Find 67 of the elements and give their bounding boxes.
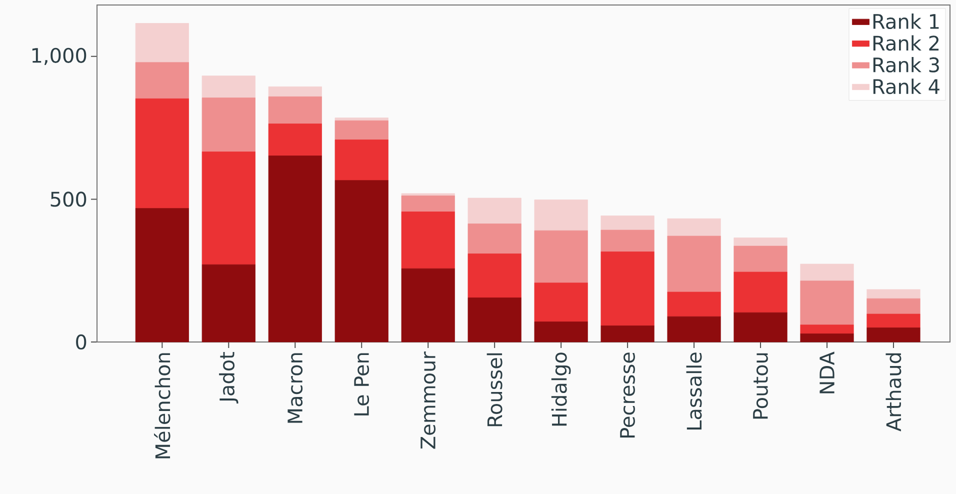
legend-label: Rank 4 — [873, 78, 940, 94]
bar — [268, 86, 322, 97]
bar — [401, 193, 455, 196]
bar — [468, 298, 522, 342]
x-tick-label: Hidalgo — [551, 352, 571, 426]
y-tick-label: 500 — [50, 192, 86, 207]
bar — [600, 252, 654, 326]
x-tick-label: Poutou — [753, 353, 768, 419]
bar — [667, 292, 721, 317]
bar — [135, 98, 189, 209]
bar — [202, 76, 256, 98]
bar — [600, 230, 654, 252]
bar — [268, 96, 322, 124]
bar — [667, 218, 721, 236]
bar — [734, 272, 788, 313]
bar — [734, 238, 788, 246]
bar — [866, 314, 920, 328]
bar — [734, 246, 788, 272]
bar — [334, 140, 388, 181]
x-tick-label: NDA — [820, 352, 834, 394]
x-tick-label: Arthaud — [886, 353, 902, 432]
bar — [202, 264, 256, 342]
bar — [800, 334, 854, 342]
bar — [135, 62, 189, 99]
bar — [800, 264, 854, 282]
y-tick-label: 1,000 — [32, 48, 86, 65]
x-tick-label: Lassalle — [686, 352, 702, 430]
bar — [667, 316, 721, 342]
x-tick-label: Zemmour — [420, 352, 436, 449]
bar — [534, 322, 588, 342]
bar — [268, 124, 322, 156]
bar — [334, 118, 388, 121]
bar — [734, 312, 788, 342]
bar — [401, 212, 455, 269]
bar — [334, 180, 388, 342]
bar — [135, 208, 189, 342]
legend-label: Rank 2 — [873, 35, 939, 51]
bar — [800, 324, 854, 334]
x-tick-label: Mélenchon — [154, 353, 170, 458]
bar — [202, 152, 256, 265]
bar — [667, 236, 721, 292]
bar — [268, 156, 322, 342]
bar — [202, 98, 256, 152]
bar — [534, 282, 588, 322]
bar — [534, 200, 588, 231]
bar — [401, 196, 455, 212]
x-tick-label: Macron — [288, 353, 303, 423]
bar — [800, 280, 854, 326]
bar — [866, 328, 920, 342]
bar — [866, 298, 920, 314]
bar — [468, 224, 522, 254]
x-tick-label: Jadot — [219, 352, 238, 404]
bar — [468, 198, 522, 224]
y-tick-label: 0 — [76, 334, 86, 350]
bar — [866, 289, 920, 299]
bar — [135, 23, 189, 63]
x-tick-label: Pecresse — [620, 352, 635, 438]
x-tick-label: Le Pen — [354, 353, 370, 416]
bar — [600, 326, 654, 342]
legend-label: Rank 3 — [873, 56, 939, 72]
bar — [600, 216, 654, 230]
bar — [468, 254, 522, 298]
bar — [401, 268, 455, 342]
x-tick-label: Roussel — [486, 353, 502, 426]
bar — [334, 120, 388, 140]
bar — [534, 230, 588, 284]
legend-label: Rank 1 — [873, 14, 939, 30]
